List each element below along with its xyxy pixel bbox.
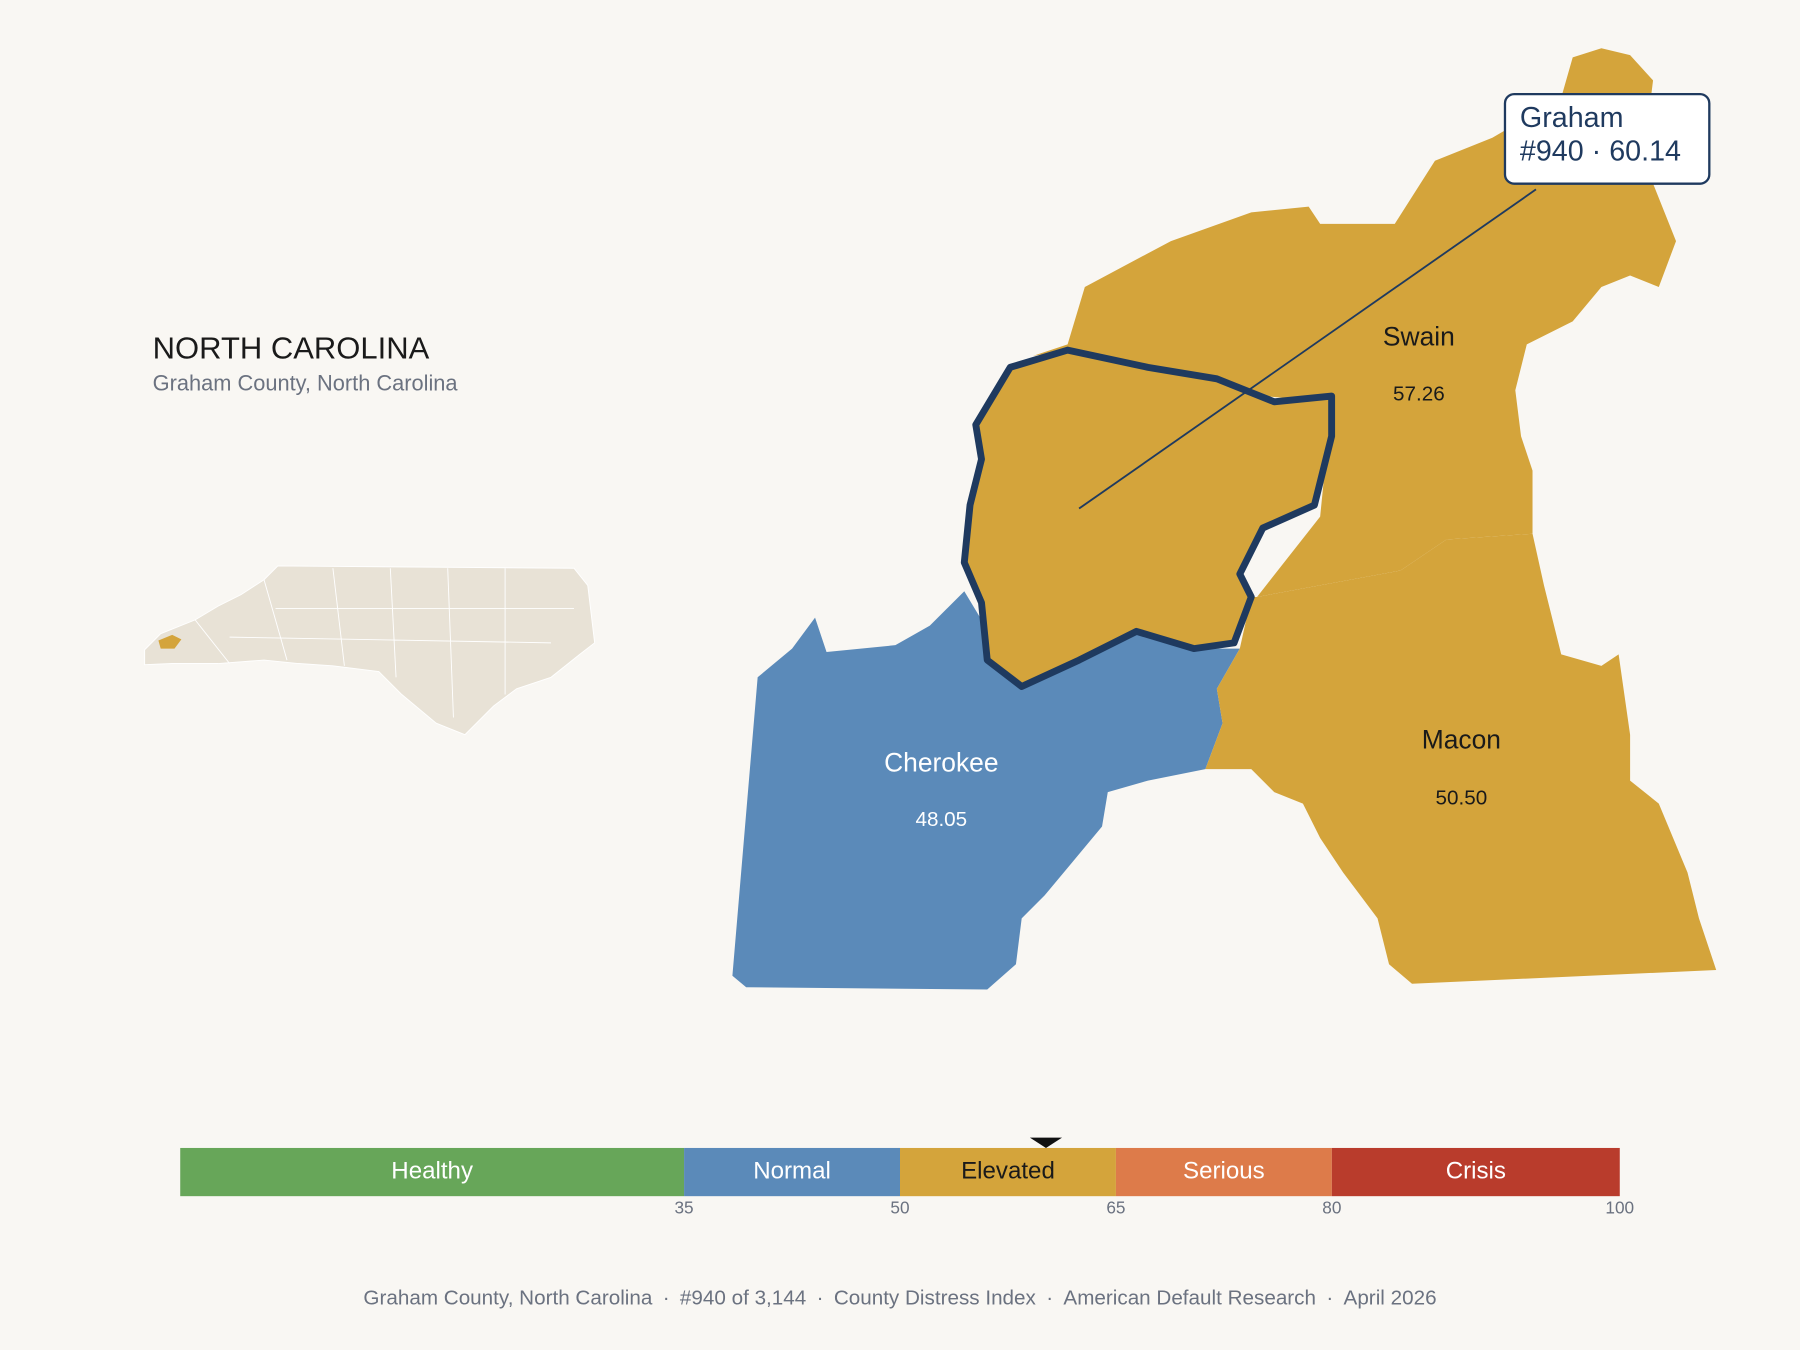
band-label: Serious	[1183, 1157, 1265, 1184]
county-name: Cherokee	[884, 748, 998, 778]
footer-separator: ·	[1316, 1287, 1344, 1310]
scale-band	[1115, 1147, 1332, 1197]
footer-separator: ·	[652, 1287, 680, 1310]
band-label: Normal	[753, 1157, 831, 1184]
county-cherokee	[732, 591, 1240, 990]
scale-band	[900, 1147, 1116, 1197]
county-name: Swain	[1383, 322, 1455, 352]
county-map	[732, 48, 1717, 990]
footer-item: American Default Research	[1063, 1287, 1316, 1310]
state-inset	[144, 565, 596, 736]
scale-tick-label: 100	[1605, 1197, 1634, 1217]
state-title: NORTH CAROLINA	[153, 330, 430, 365]
county-value: 48.05	[915, 808, 967, 831]
callout-box	[1503, 92, 1711, 185]
band-label: Healthy	[391, 1157, 473, 1184]
footer-item: Graham County, North Carolina	[363, 1287, 652, 1310]
band-label: Crisis	[1446, 1157, 1506, 1184]
footer-item: County Distress Index	[834, 1287, 1037, 1310]
callout-leader	[1078, 188, 1537, 510]
footer-item: #940 of 3,144	[680, 1287, 806, 1310]
footer: Graham County, North Carolina · #940 of …	[363, 1287, 1436, 1310]
county-macon	[1205, 533, 1717, 984]
scale-band	[1331, 1147, 1620, 1197]
county-value: 50.50	[1436, 786, 1488, 809]
footer-separator: ·	[806, 1287, 834, 1310]
county-swain	[1033, 48, 1677, 597]
footer-separator: ·	[1036, 1287, 1064, 1310]
band-label: Elevated	[961, 1157, 1055, 1184]
inset-highlight	[158, 634, 182, 649]
county-graham	[960, 346, 1336, 690]
scale-tick-label: 50	[890, 1197, 909, 1217]
index-marker	[1029, 1137, 1063, 1148]
county-name: Macon	[1422, 725, 1501, 755]
scale-band	[684, 1147, 900, 1197]
county-value: 57.26	[1393, 382, 1445, 405]
callout-name: Graham	[1520, 102, 1624, 134]
scale-tick-label: 35	[674, 1197, 693, 1217]
index-scale: Healthy Normal Elevated Serious Crisis 35 50 65…	[180, 1137, 1634, 1217]
footer-item: April 2026	[1344, 1287, 1437, 1310]
subtitle: Graham County, North Carolina	[153, 370, 459, 395]
scale-tick-label: 65	[1106, 1197, 1125, 1217]
county-lines	[194, 568, 574, 718]
callout-label: #940 · 60.14	[1520, 135, 1681, 167]
scale-tick-label: 80	[1322, 1197, 1341, 1217]
scale-band	[180, 1147, 685, 1197]
